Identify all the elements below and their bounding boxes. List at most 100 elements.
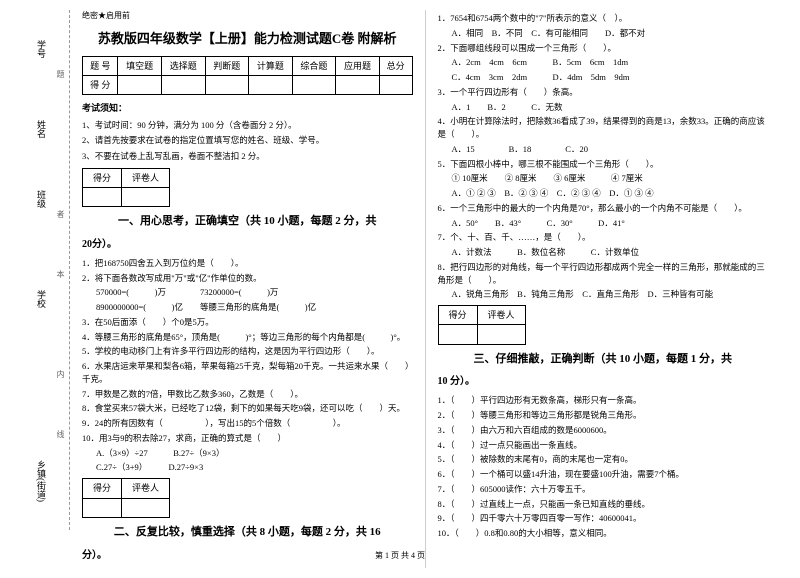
- divider-char: 者: [55, 210, 66, 218]
- th: 计算题: [249, 56, 293, 75]
- label-town: 乡镇(街道): [35, 460, 48, 502]
- td: 得分: [83, 168, 122, 187]
- question-sub: A．相同 B．不同 C．有可能相同 D．都不对: [438, 27, 769, 40]
- td: [379, 75, 412, 94]
- td: [122, 498, 170, 517]
- question-sub: 8900000000=( )亿 等腰三角形的底角是( )亿: [82, 301, 413, 314]
- question: 5．（ ）被除数的末尾有0，商的末尾也一定有0。: [438, 453, 769, 466]
- td: [83, 187, 122, 206]
- td: [83, 498, 122, 517]
- th: 题 号: [83, 56, 118, 75]
- th: 总分: [379, 56, 412, 75]
- th: 判断题: [205, 56, 249, 75]
- question: 8．食堂买来57袋大米，已经吃了12袋，剩下的如果每天吃9袋，还可以吃（ ）天。: [82, 402, 413, 415]
- question-sub: A．1 B．2 C．无数: [438, 101, 769, 114]
- notice-item: 1、考试时间：90 分钟，满分为 100 分（含卷面分 2 分）。: [82, 119, 413, 133]
- score-table: 题 号 填空题 选择题 判断题 计算题 综合题 应用题 总分 得 分: [82, 56, 413, 96]
- secret-label: 绝密★启用前: [82, 10, 413, 23]
- td: [205, 75, 249, 94]
- question-sub: A．锐角三角形 B．钝角三角形 C．直角三角形 D．三种皆有可能: [438, 288, 769, 301]
- td: [122, 187, 170, 206]
- td: 得分: [438, 306, 477, 325]
- question-sub: A．50° B．43° C．30° D．41°: [438, 217, 769, 230]
- td: 评卷人: [122, 168, 170, 187]
- question: 2．将下面各数改写成用"万"或"亿"作单位的数。: [82, 272, 413, 285]
- question: 6．水果店运来苹果和梨各6箱，苹果每箱25千克，梨每箱20千克。一共运来水果（ …: [82, 360, 413, 386]
- question: 5．下面四根小棒中，哪三根不能围成一个三角形（ ）。: [438, 158, 769, 171]
- th: 应用题: [336, 56, 380, 75]
- question: 3．（ ）由六万和六百组成的数是6000600。: [438, 424, 769, 437]
- question: 7．甲数是乙数的7倍，甲数比乙数多360，乙数是（ ）。: [82, 388, 413, 401]
- question-sub: ① 10厘米 ② 8厘米 ③ 6厘米 ④ 7厘米: [438, 172, 769, 185]
- question: 1．（ ）平行四边形有无数条高，梯形只有一条高。: [438, 394, 769, 407]
- notice-item: 2、请首先按要求在试卷的指定位置填写您的姓名、班级、学号。: [82, 134, 413, 148]
- label-class: 班级: [35, 190, 48, 208]
- question: 4．（ ）过一点只能画出一条直线。: [438, 439, 769, 452]
- page-footer: 第 1 页 共 4 页: [0, 550, 800, 561]
- question-sub: 570000=( )万 73200000=( )万: [82, 286, 413, 299]
- question-sub: C.27÷（3+9） D.27÷9×3: [82, 461, 413, 474]
- question: 8．把行四边形的对角线，每一个平行四边形都成两个完全一样的三角形，那就能成的三角…: [438, 261, 769, 287]
- section2-title: 二、反复比较，慎重选择（共 8 小题，每题 2 分，共 16: [82, 524, 413, 542]
- grader-table: 得分评卷人: [438, 305, 526, 345]
- td: [161, 75, 205, 94]
- question: 1．把168750四舍五入到万位约是（ ）。: [82, 257, 413, 270]
- question: 10．（ ）0.8和0.80的大小相等，意义相同。: [438, 527, 769, 540]
- td: 评卷人: [477, 306, 525, 325]
- divider-char: 题: [55, 70, 66, 78]
- question: 6．一个三角形中的最大的一个内角是70°，那么最小的一个内角不可能是（ ）。: [438, 202, 769, 215]
- question: 7．个、十、百、千、……，是（ ）。: [438, 231, 769, 244]
- section3-title: 三、仔细推敲，正确判断（共 10 小题，每题 1 分，共: [438, 351, 769, 369]
- question-sub: A．15 B．18 C．20: [438, 143, 769, 156]
- question: 9．24的所有因数有（ ），写出15的5个倍数（ ）。: [82, 417, 413, 430]
- left-column: 绝密★启用前 苏教版四年级数学【上册】能力检测试题C卷 附解析 题 号 填空题 …: [70, 10, 426, 568]
- td: [249, 75, 293, 94]
- th: 填空题: [118, 56, 162, 75]
- divider-char: 内: [55, 370, 66, 378]
- td: [118, 75, 162, 94]
- question: 7．（ ）605000读作：六十万零五千。: [438, 483, 769, 496]
- label-student-id: 学号: [35, 40, 48, 58]
- question: 8．（ ）过直线上一点，只能画一条已知直线的垂线。: [438, 498, 769, 511]
- table-row: 题 号 填空题 选择题 判断题 计算题 综合题 应用题 总分: [83, 56, 413, 75]
- grader-table: 得分评卷人: [82, 168, 170, 208]
- notice-item: 3、不要在试卷上乱写乱画，卷面不整洁扣 2 分。: [82, 150, 413, 164]
- td: [438, 325, 477, 344]
- question: 9．（ ）四千零六十万零四百零一写作：40600041。: [438, 512, 769, 525]
- section1-suffix: 20分）。: [82, 237, 413, 253]
- th: 综合题: [292, 56, 336, 75]
- td: 得分: [83, 479, 122, 498]
- question: 4．等腰三角形的底角是65°，顶角是( )°；等边三角形的每个内角都是( )°。: [82, 331, 413, 344]
- td: [477, 325, 525, 344]
- grader-table: 得分评卷人: [82, 478, 170, 518]
- td: [336, 75, 380, 94]
- question-sub: C．4cm 3cm 2dm D．4dm 5dm 9dm: [438, 71, 769, 84]
- question: 1．7654和6754两个数中的"7"所表示的意义（ ）。: [438, 12, 769, 25]
- td: [292, 75, 336, 94]
- td: 评卷人: [122, 479, 170, 498]
- question-sub: A．2cm 4cm 6cm B．5cm 6cm 1dm: [438, 56, 769, 69]
- section3-suffix: 10 分）。: [438, 374, 769, 390]
- question: 3．在50后面添（ ）个0是5万。: [82, 316, 413, 329]
- label-school: 学校: [35, 290, 48, 308]
- question: 3．一个平行四边形有（ ）条高。: [438, 86, 769, 99]
- question: 5．学校的电动移门上有许多平行四边形的结构，这是因为平行四边形（ ）。: [82, 345, 413, 358]
- td: 得 分: [83, 75, 118, 94]
- divider-char: 线: [55, 430, 66, 438]
- question-sub: A．计数法 B．数位名称 C．计数单位: [438, 246, 769, 259]
- binding-sidebar: 学号 姓名 班级 学校 乡镇(街道) 题 者 本 内 线: [20, 10, 70, 530]
- divider-char: 本: [55, 270, 66, 278]
- question: 2．下面哪组线段可以围成一个三角形（ ）。: [438, 42, 769, 55]
- question: 10．用3与9的积去除27，求商，正确的算式是（ ）: [82, 432, 413, 445]
- exam-title: 苏教版四年级数学【上册】能力检测试题C卷 附解析: [82, 29, 413, 50]
- question-sub: A．① ② ③ B．② ③ ④ C．② ③ ④ D．① ③ ④: [438, 187, 769, 200]
- label-name: 姓名: [35, 120, 48, 138]
- exam-page: 学号 姓名 班级 学校 乡镇(街道) 题 者 本 内 线 绝密★启用前 苏教版四…: [0, 0, 800, 578]
- question: 6．（ ）一个桶可以盛14升油，现在要盛100升油，需要7个桶。: [438, 468, 769, 481]
- question-sub: A.（3×9）÷27 B.27÷（9×3）: [82, 447, 413, 460]
- right-column: 1．7654和6754两个数中的"7"所表示的意义（ ）。 A．相同 B．不同 …: [426, 10, 781, 568]
- question: 2．（ ）等腰三角形和等边三角形都是锐角三角形。: [438, 409, 769, 422]
- notice-title: 考试须知：: [82, 101, 413, 115]
- th: 选择题: [161, 56, 205, 75]
- question: 4．小明在计算除法时，把除数36看成了39，结果得到的商是13，余数33。正确的…: [438, 115, 769, 141]
